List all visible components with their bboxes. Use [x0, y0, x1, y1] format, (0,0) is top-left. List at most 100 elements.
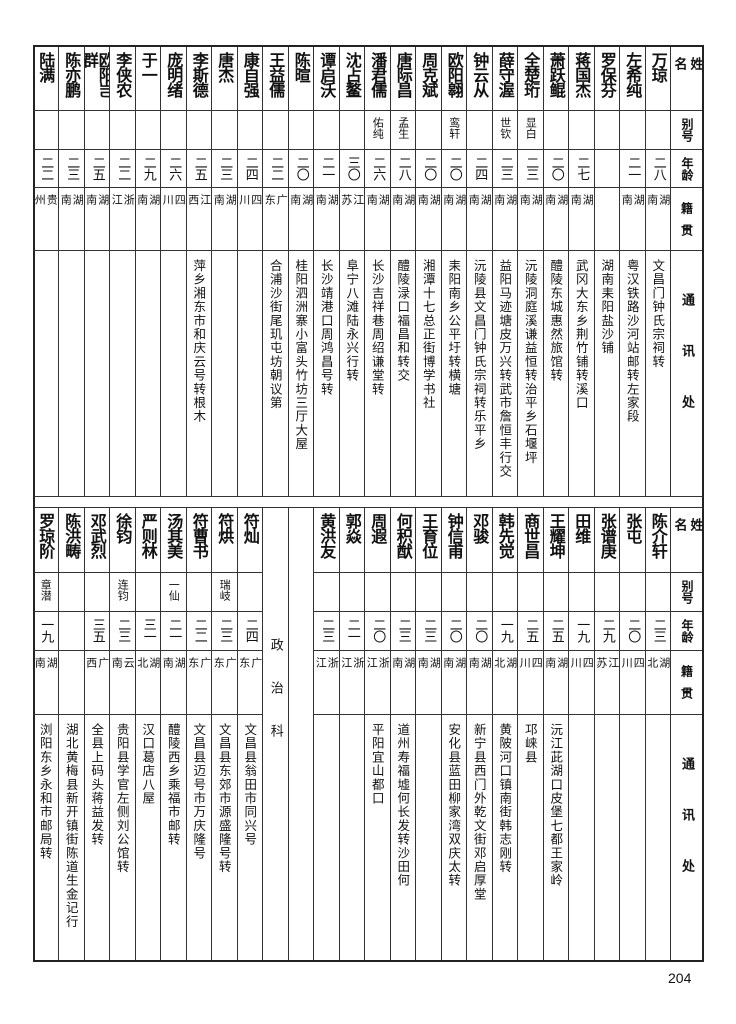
person-address: 全县上码头蒋益发转 [89, 723, 105, 847]
person-age: 二二 [268, 155, 284, 180]
person-age-cell: 一九 [32, 612, 58, 652]
person-address: 耒阳南乡公平圩转横塘 [446, 259, 462, 397]
header-name-label: 姓名 [671, 518, 703, 545]
person-alias-cell [467, 111, 492, 150]
person-origin: 湖南 [84, 194, 109, 232]
person-origin-cell: 四川 [518, 651, 543, 716]
person-age: 二三 [395, 617, 411, 642]
person-name-cell: 商世昌 [518, 508, 543, 573]
person-address-cell: 湘潭十七总正街博学书社 [416, 251, 441, 496]
person-column: 韩先觉 一九 湖北 黄陂河口镇南街韩志刚转 [491, 508, 517, 960]
person-age-cell: 二五 [518, 612, 543, 652]
person-alias: 显白 [524, 116, 538, 139]
person-column: 陈亦鹏 二三 湖南 [58, 47, 84, 496]
person-address-cell [161, 251, 186, 496]
person-age: 二六 [166, 155, 182, 180]
person-column: 沈占鳌 三〇 江苏 阜宁八滩陆永兴行转 [338, 47, 364, 496]
person-origin: 湖南 [390, 657, 415, 695]
person-alias-cell: 佑纯 [365, 111, 390, 150]
person-age: 一九 [497, 617, 513, 642]
person-address-cell: 武冈大东乡荆竹铺转溪口 [569, 251, 594, 496]
person-column: 王耀坤 二五 湖南 沅江茈湖口皮堡七都王家岭 [542, 508, 569, 960]
header-address-label: 通讯处 [679, 757, 694, 911]
person-alias-cell [237, 111, 262, 150]
person-alias: 佑纯 [371, 116, 385, 139]
person-alias-cell [416, 573, 441, 612]
table-divider-band [33, 496, 704, 508]
person-age: 一九 [38, 617, 54, 642]
person-name-cell: 谭启沃 [314, 47, 339, 111]
person-origin: 四川 [518, 657, 543, 695]
person-age-cell: 二三 [492, 150, 517, 189]
person-name-cell: 萧跃鲲 [543, 47, 568, 111]
person-name-cell: 万琼 [645, 47, 670, 111]
person-column: 张谱庚 二九 江苏 [593, 508, 619, 960]
person-alias-cell [441, 573, 466, 612]
person-name: 陈暄 [291, 52, 311, 82]
person-origin: 江西 [186, 194, 211, 232]
person-name: 李斯德 [189, 52, 209, 97]
person-alias-cell [390, 573, 415, 612]
person-name: 蒋国杰 [572, 52, 592, 97]
header-alias-label: 别号 [680, 579, 694, 604]
person-age: 二一 [625, 155, 641, 180]
person-name: 罗琼阶 [36, 513, 56, 558]
person-column: 潘君儒 佑纯 二六 湖南 长沙吉祥巷周绍谦堂转 [364, 47, 390, 496]
header-alias-label: 别号 [680, 117, 694, 142]
person-column: 郭焱 二一 浙江 [338, 508, 364, 960]
person-alias-cell: 显白 [518, 111, 543, 150]
person-age-cell: 二五 [543, 612, 568, 652]
person-address: 萍乡湘东市和庆云号转根木 [191, 259, 207, 424]
person-address-cell: 贵阳县学官左侧刘公馆转 [110, 715, 135, 960]
person-column: 谭启沃 二一 湖南 长沙靖港口周鸿昌号转 [313, 47, 339, 496]
person-address-cell [33, 251, 59, 496]
person-address: 益阳马迹塘皮万兴转武市詹恒丰行交 [497, 259, 513, 479]
person-age-cell: 二八 [645, 150, 670, 189]
person-address-cell: 文昌县翁田市同兴号 [238, 715, 263, 960]
person-age-cell [59, 612, 84, 652]
person-origin: 湖南 [416, 657, 441, 695]
person-name-cell: 何积猷 [390, 508, 415, 573]
person-name-cell: 汤其美 [161, 508, 186, 573]
person-age: 二二 [191, 617, 207, 642]
person-origin-cell: 浙江 [365, 651, 390, 716]
person-address-cell [212, 251, 237, 496]
person-alias-cell: 鸾轩 [441, 111, 466, 150]
person-age: 二〇 [421, 155, 437, 180]
person-name: 陈亦鹏 [62, 52, 82, 97]
person-name: 郭焱 [342, 513, 362, 543]
person-address-cell: 沅江茈湖口皮堡七都王家岭 [544, 715, 569, 960]
person-origin-cell: 广东 [186, 651, 211, 716]
person-name: 汤其美 [164, 513, 184, 558]
person-name: 万琼 [648, 52, 668, 82]
person-age-cell: 二〇 [416, 150, 441, 189]
person-name: 唐际昌 [393, 52, 413, 97]
person-column: 严则林 三一 湖北 汉口葛店八屋 [134, 508, 161, 960]
person-column: 符曹书 二二 广东 文昌县迈号市万庆隆号 [185, 508, 211, 960]
person-name: 谭启沃 [317, 52, 337, 97]
person-age: 二五 [89, 155, 105, 180]
person-alias-cell [645, 573, 670, 612]
person-age-cell: 二〇 [441, 150, 466, 189]
person-origin-cell: 浙江 [339, 651, 364, 716]
person-age-cell: 二四 [237, 612, 262, 652]
header-origin-label: 籍贯 [679, 202, 694, 247]
person-address-cell [620, 715, 645, 960]
person-origin: 湖南 [543, 194, 568, 232]
person-age: 二〇 [446, 155, 462, 180]
person-name-cell: 徐钧 [110, 508, 135, 573]
person-address: 文昌县东郊市源盛隆号转 [216, 723, 232, 874]
person-name-cell: 欧阳翱 [441, 47, 466, 111]
person-age-cell: 二五 [186, 150, 211, 189]
person-address: 长沙靖港口周鸿昌号转 [318, 259, 334, 397]
person-name: 萧跃鲲 [546, 52, 566, 97]
person-name: 陈介轩 [648, 513, 668, 558]
person-age: 三〇 [344, 155, 360, 180]
person-address-cell: 汉口葛店八屋 [136, 715, 161, 960]
person-name-cell: 周遐 [365, 508, 390, 573]
person-address: 武冈大东乡荆竹铺转溪口 [573, 259, 589, 410]
person-age-cell: 二九 [135, 150, 160, 189]
person-origin: 湖南 [441, 657, 466, 695]
person-name: 陆满 [36, 52, 56, 82]
person-age-cell: 二三 [314, 612, 339, 652]
